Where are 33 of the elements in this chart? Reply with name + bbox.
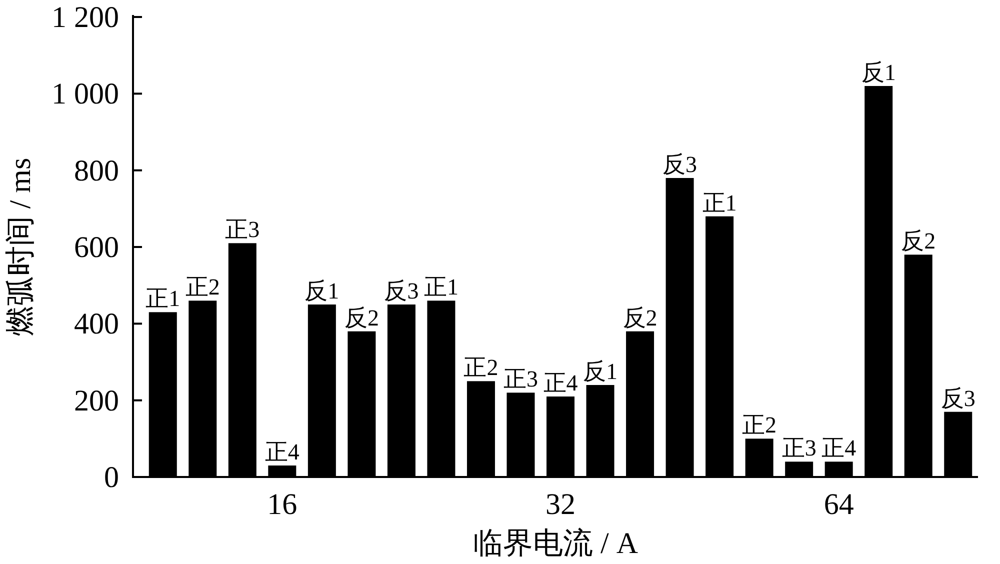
data-label: 正4 (822, 436, 857, 461)
x-tick-label: 16 (267, 488, 298, 521)
x-tick-label: 64 (824, 488, 854, 521)
data-label: 反2 (622, 305, 658, 330)
data-label: 正2 (464, 355, 498, 380)
data-label: 正2 (185, 274, 220, 300)
data-label: 正4 (543, 370, 578, 396)
data-label: 反3 (384, 278, 419, 304)
y-tick-label: 400 (74, 308, 119, 341)
y-tick-label: 600 (74, 231, 119, 264)
data-label: 反1 (861, 60, 896, 85)
data-label: 反2 (344, 305, 379, 330)
data-label: 正3 (782, 436, 816, 461)
data-label: 正2 (742, 412, 777, 438)
data-label: 反3 (662, 152, 698, 177)
y-tick-label: 200 (74, 384, 119, 418)
data-label: 反1 (583, 359, 618, 384)
data-label: 反1 (304, 278, 340, 304)
data-label: 正1 (702, 190, 737, 216)
data-label: 反2 (901, 228, 936, 254)
data-label: 正1 (146, 286, 180, 312)
data-label: 正3 (225, 217, 260, 242)
data-label: 正1 (424, 274, 458, 300)
data-label: 反3 (940, 386, 976, 411)
y-tick-label: 1 000 (52, 78, 119, 111)
data-label: 正4 (264, 440, 300, 464)
x-axis-title: 临界电流 / A (473, 527, 638, 560)
x-tick-label: 32 (546, 488, 576, 521)
data-label: 正3 (503, 366, 538, 392)
y-tick-label: 0 (104, 461, 119, 494)
y-tick-label: 800 (74, 154, 119, 188)
y-tick-label: 1 200 (52, 1, 119, 34)
y-axis-title: 燃弧时间 / ms (4, 158, 37, 336)
